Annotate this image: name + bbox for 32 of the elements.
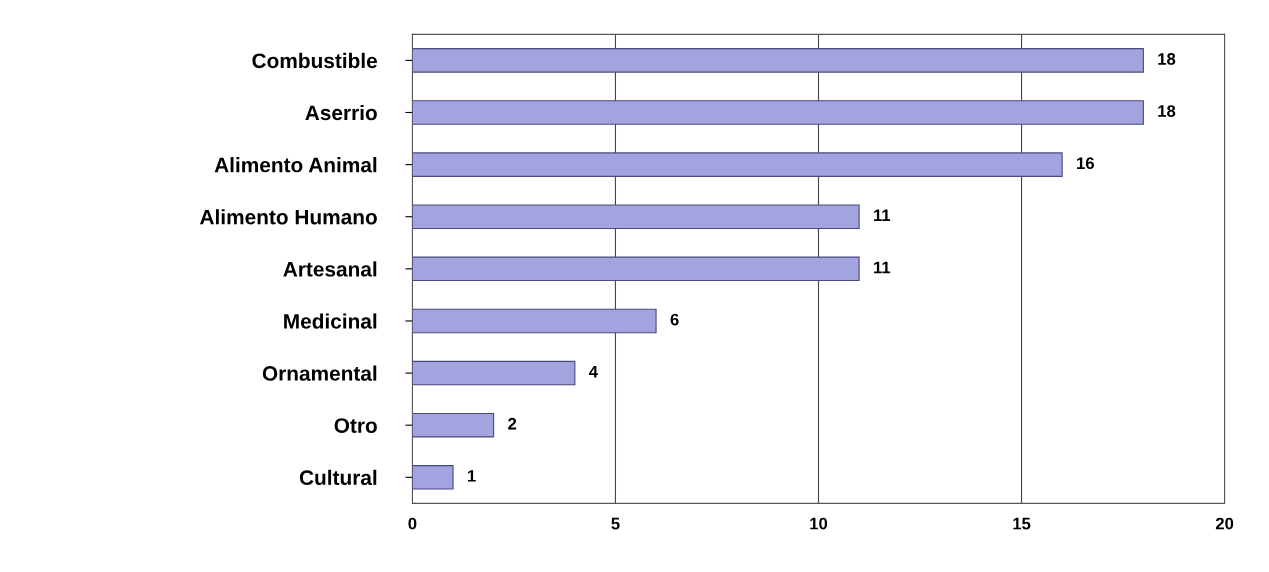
data-label: 11 — [874, 209, 891, 222]
bar — [412, 152, 1063, 177]
data-label: 1 — [467, 470, 476, 482]
y-tick-label: Artesanal — [283, 261, 377, 277]
bar — [412, 204, 860, 230]
bar — [412, 308, 657, 334]
data-label: 18 — [1158, 53, 1176, 65]
data-label: 16 — [1077, 157, 1094, 170]
y-tick-label: Cultural — [299, 469, 377, 486]
y-tick-label: Alimento Humano — [199, 209, 377, 225]
x-tick-label: 20 — [1215, 517, 1234, 530]
bar — [412, 100, 1144, 125]
data-label: 18 — [1158, 105, 1176, 117]
x-tick-label: 15 — [1013, 517, 1031, 530]
bar — [412, 360, 576, 386]
bar — [412, 256, 860, 282]
data-label: 11 — [874, 261, 891, 274]
y-tick-label: Aserrio — [305, 104, 377, 121]
bar — [412, 465, 454, 490]
x-tick-label: 5 — [611, 517, 620, 530]
data-label: 6 — [670, 313, 679, 326]
bar — [412, 412, 495, 438]
data-label: 4 — [589, 365, 598, 378]
x-tick-label: 10 — [810, 517, 828, 530]
y-tick-label: Alimento Animal — [214, 157, 377, 173]
y-tick-label: Combustible — [252, 52, 377, 69]
data-label: 2 — [508, 417, 517, 430]
bar — [412, 48, 1144, 73]
y-tick-label: Medicinal — [284, 313, 377, 329]
y-tick-label: Ornamental — [262, 365, 377, 381]
x-tick-label: 0 — [408, 517, 417, 530]
y-tick-label: Otro — [334, 418, 377, 433]
